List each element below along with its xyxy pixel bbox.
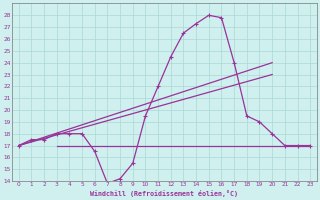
X-axis label: Windchill (Refroidissement éolien,°C): Windchill (Refroidissement éolien,°C): [91, 190, 238, 197]
